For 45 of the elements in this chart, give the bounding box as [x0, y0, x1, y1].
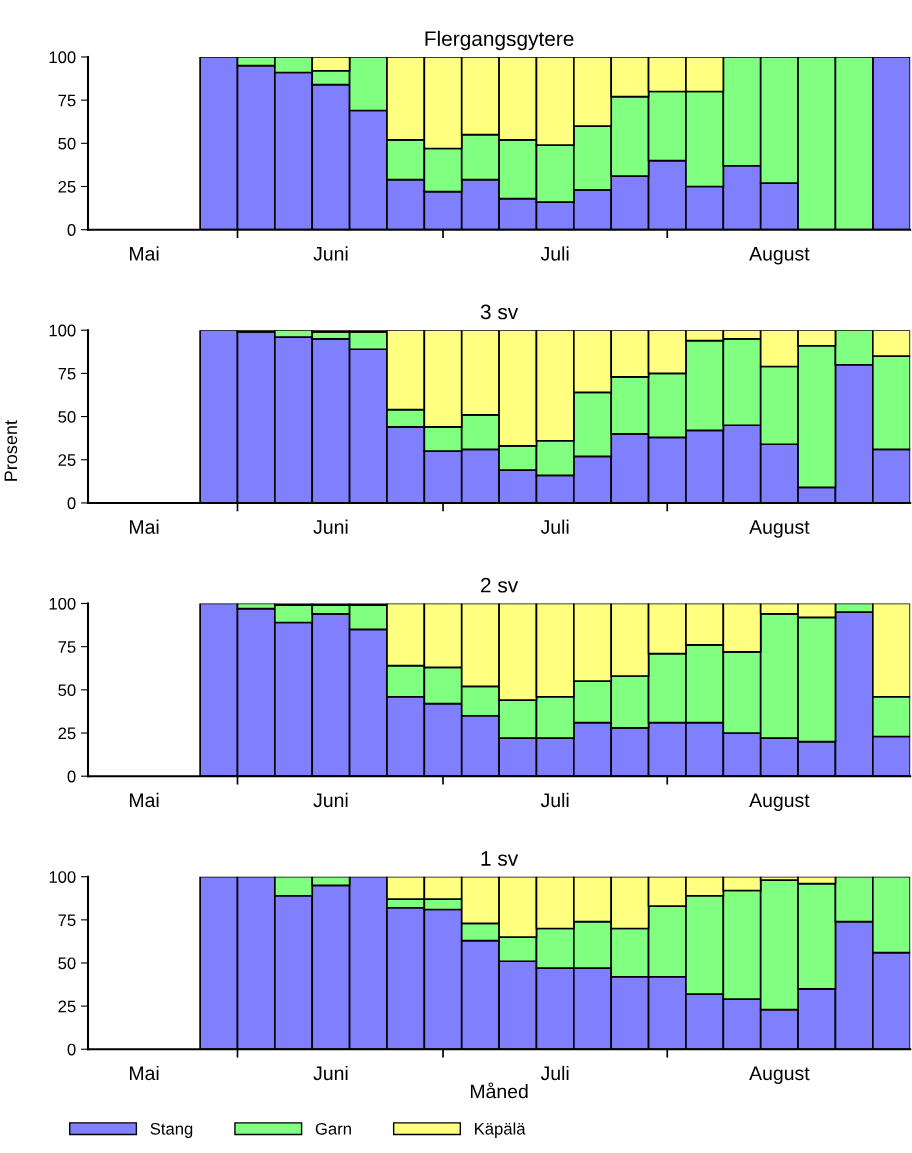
y-tick-label: 0 — [67, 770, 76, 783]
y-tick-label: 25 — [58, 180, 76, 193]
y-tick-label: 25 — [58, 727, 76, 740]
y-tick-label: 75 — [58, 94, 76, 107]
x-tick-label: Juni — [313, 1065, 348, 1081]
x-tick-label: Mai — [129, 246, 159, 261]
y-tick-label: 100 — [49, 597, 76, 610]
x-tick-label: August — [749, 520, 810, 538]
chart-title: Flergangsgytere — [425, 30, 574, 51]
y-tick-label: 25 — [58, 1000, 76, 1013]
x-axis-title: Måned — [470, 1082, 528, 1099]
x-tick-label: Juni — [313, 792, 348, 808]
y-axis-title: Prosent — [4, 420, 18, 481]
x-tick-label: Juli — [540, 1065, 569, 1081]
x-tick-label: Juni — [313, 519, 348, 534]
y-tick-label: 0 — [67, 497, 76, 510]
chart-title: 1 sv — [481, 851, 519, 866]
x-tick-label: August — [749, 793, 810, 811]
y-tick-label: 50 — [58, 137, 76, 150]
legend-label: Käpälä — [475, 1122, 526, 1138]
y-tick-label: 50 — [58, 684, 76, 697]
y-tick-label: 75 — [58, 914, 76, 927]
x-tick-label: Juli — [540, 519, 569, 534]
y-tick-label: 100 — [49, 324, 76, 337]
x-tick-label: Juli — [540, 246, 569, 261]
chart-title: 2 sv — [481, 577, 519, 593]
legend-label: Stang — [150, 1122, 193, 1138]
chart-title: 3 sv — [480, 304, 519, 320]
x-tick-label: August — [749, 1066, 810, 1085]
y-tick-label: 100 — [49, 51, 76, 64]
y-tick-label: 0 — [67, 224, 76, 236]
y-tick-label: 75 — [58, 367, 76, 380]
x-tick-label: Mai — [129, 1065, 159, 1081]
x-tick-label: Mai — [129, 519, 159, 534]
y-tick-label: 100 — [49, 871, 76, 883]
x-tick-label: August — [749, 247, 810, 265]
legend-label: Garn — [315, 1122, 351, 1135]
x-tick-label: Juli — [540, 792, 569, 808]
y-tick-label: 0 — [67, 1043, 76, 1056]
y-tick-label: 75 — [58, 641, 76, 653]
x-tick-label: Mai — [129, 792, 159, 808]
y-tick-label: 50 — [58, 957, 76, 970]
y-tick-label: 50 — [58, 410, 76, 423]
x-tick-label: Juni — [313, 246, 348, 261]
y-tick-label: 25 — [58, 454, 76, 466]
